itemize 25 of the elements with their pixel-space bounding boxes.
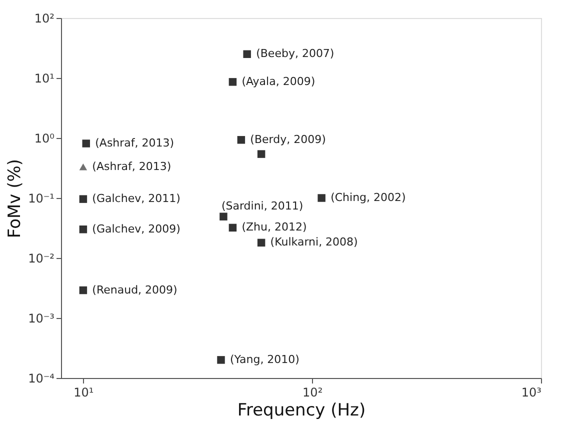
y-tick-label: 10⁰ <box>34 132 55 146</box>
y-tick-label: 10¹ <box>34 72 55 86</box>
x-axis-title: Frequency (Hz) <box>237 400 366 420</box>
x-tick-label: 10³ <box>521 386 542 400</box>
x-tick-label: 10¹ <box>74 386 94 400</box>
annotation: (Ashraf, 2013) <box>95 136 174 150</box>
x-tick-label: 10² <box>302 386 323 400</box>
y-tick-label: 10⁻² <box>28 252 55 266</box>
y-tick-label: 10² <box>34 12 55 26</box>
annotation: (Yang, 2010) <box>230 352 300 366</box>
y-tick-label: 10⁻¹ <box>28 192 55 206</box>
annotation: (Galchev, 2009) <box>92 222 180 236</box>
y-tick-label: 10⁻³ <box>28 312 55 326</box>
annotation: (Ching, 2002) <box>330 191 406 204</box>
annotation: (Galchev, 2011) <box>92 192 180 206</box>
annotation: (Zhu, 2012) <box>242 220 307 234</box>
annotation: (Ashraf, 2013) <box>92 160 172 173</box>
annotation: (Ayala, 2009) <box>242 74 316 88</box>
annotation: (Sardini, 2011) <box>221 200 304 213</box>
y-tick-label: 10⁻⁴ <box>28 372 55 386</box>
y-axis-title: FoMv (%) <box>5 158 26 238</box>
annotation: (Berdy, 2009) <box>250 132 326 146</box>
annotation: (Beeby, 2007) <box>256 47 334 60</box>
annotation: (Kulkarni, 2008) <box>270 236 358 249</box>
annotation: (Renaud, 2009) <box>92 283 178 296</box>
